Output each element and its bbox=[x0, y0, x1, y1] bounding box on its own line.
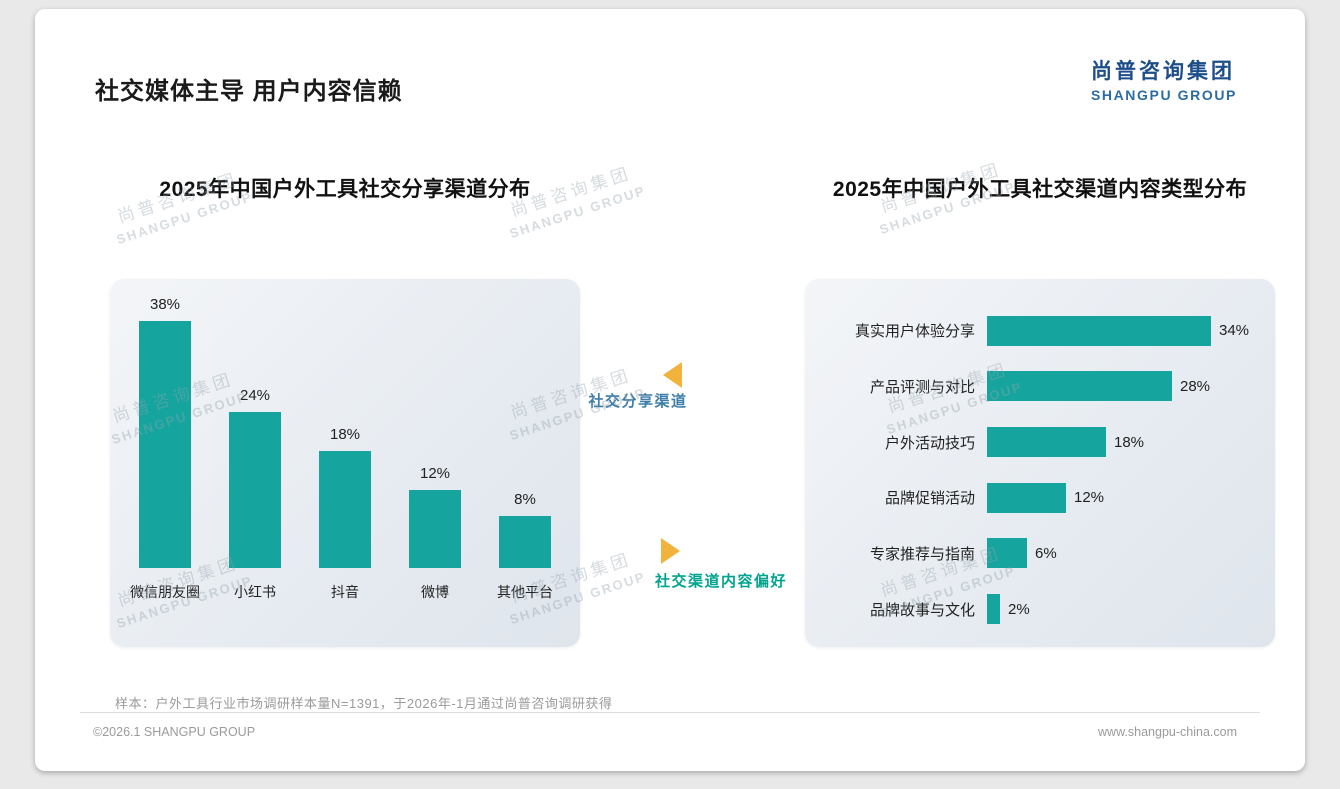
bar-category-label: 微博 bbox=[421, 584, 449, 600]
bar-row: 真实用户体验分享 34% bbox=[823, 315, 1263, 347]
bar-group: 8% 其他平台 bbox=[480, 491, 570, 600]
page-title: 社交媒体主导 用户内容信赖 bbox=[95, 78, 403, 105]
bar bbox=[499, 516, 551, 568]
bar-category-label: 真实用户体验分享 bbox=[854, 323, 975, 341]
bar-category-label: 品牌促销活动 bbox=[884, 490, 975, 508]
left-chart-title: 2025年中国户外工具社交分享渠道分布 bbox=[159, 178, 531, 201]
bar-value-label: 38% bbox=[149, 296, 181, 313]
bar bbox=[987, 594, 1000, 625]
bar-category-label: 专家推荐与指南 bbox=[869, 545, 975, 563]
bar-value-label: 6% bbox=[1035, 544, 1057, 562]
bar bbox=[987, 315, 1211, 346]
bar-group: 24% 小红书 bbox=[210, 387, 300, 600]
slide: 社交媒体主导 用户内容信赖 尚普咨询集团 SHANGPU GROUP 2025年… bbox=[35, 9, 1305, 771]
bar bbox=[987, 482, 1066, 513]
bar bbox=[139, 321, 191, 568]
bar bbox=[229, 412, 281, 568]
right-chart-panel: 真实用户体验分享 34% 产品评测与对比 28% 户外活动技巧 18% 品牌促销活动 12% 专… bbox=[805, 279, 1275, 647]
bar-value-label: 12% bbox=[419, 465, 451, 482]
left-pointer-triangle-icon bbox=[663, 362, 682, 388]
bar-category-label: 品牌故事与文化 bbox=[869, 601, 975, 619]
bar-row: 户外活动技巧 18% bbox=[823, 426, 1263, 458]
left-pointer-label: 社交分享渠道 bbox=[588, 393, 688, 410]
bar-value-label: 18% bbox=[329, 426, 361, 443]
right-pointer-label: 社交渠道内容偏好 bbox=[655, 573, 788, 590]
bar-category-label: 抖音 bbox=[331, 584, 359, 600]
bar-category-label: 微信朋友圈 bbox=[130, 584, 200, 600]
bar-category-label: 其他平台 bbox=[497, 584, 553, 600]
bar-value-label: 18% bbox=[1114, 433, 1145, 451]
bar-value-label: 12% bbox=[1074, 489, 1105, 507]
footer-divider bbox=[80, 712, 1260, 713]
company-logo: 尚普咨询集团 SHANGPU GROUP bbox=[1091, 55, 1237, 103]
bar-row: 品牌故事与文化 2% bbox=[823, 593, 1263, 625]
bar-row: 专家推荐与指南 6% bbox=[823, 537, 1263, 569]
bar-value-label: 28% bbox=[1180, 377, 1211, 395]
vertical-bar-chart: 38% 微信朋友圈 24% 小红书 18% 抖音 12% 微博 8% 其他平台 bbox=[120, 279, 570, 600]
right-chart-title: 2025年中国户外工具社交渠道内容类型分布 bbox=[832, 178, 1248, 201]
horizontal-bar-chart: 真实用户体验分享 34% 产品评测与对比 28% 户外活动技巧 18% 品牌促销活动 12% 专… bbox=[823, 303, 1263, 637]
bar-group: 18% 抖音 bbox=[300, 426, 390, 600]
sample-note: 样本：户外工具行业市场调研样本量N=1391，于2026年-1月通过尚普咨询调研… bbox=[115, 696, 613, 711]
bar bbox=[987, 427, 1106, 458]
right-pointer-triangle-icon bbox=[661, 538, 680, 564]
bar-group: 12% 微博 bbox=[390, 465, 480, 600]
copyright-text: ©2026.1 SHANGPU GROUP bbox=[93, 725, 256, 739]
bar-value-label: 34% bbox=[1219, 322, 1250, 340]
logo-text-cn: 尚普咨询集团 bbox=[1090, 60, 1235, 83]
left-chart-panel: 38% 微信朋友圈 24% 小红书 18% 抖音 12% 微博 8% 其他平台 bbox=[110, 279, 580, 647]
bar-category-label: 产品评测与对比 bbox=[869, 378, 975, 396]
bar-row: 产品评测与对比 28% bbox=[823, 370, 1263, 402]
bar-value-label: 2% bbox=[1008, 600, 1030, 618]
website-url: www.shangpu-china.com bbox=[1098, 725, 1237, 739]
bar-row: 品牌促销活动 12% bbox=[823, 482, 1263, 514]
bar-category-label: 小红书 bbox=[234, 584, 276, 600]
bar bbox=[987, 538, 1027, 569]
bar-group: 38% 微信朋友圈 bbox=[120, 296, 210, 600]
bar bbox=[319, 451, 371, 568]
bar bbox=[409, 490, 461, 568]
logo-text-en: SHANGPU GROUP bbox=[1090, 87, 1237, 103]
bar-value-label: 8% bbox=[514, 491, 536, 508]
bar-category-label: 户外活动技巧 bbox=[884, 434, 975, 452]
bar bbox=[987, 371, 1172, 402]
bar-value-label: 24% bbox=[239, 387, 271, 404]
